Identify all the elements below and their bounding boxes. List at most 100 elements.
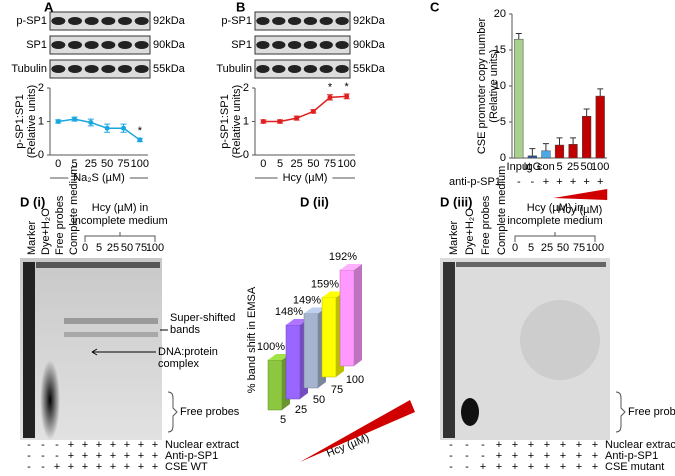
- treatment-sign: +: [152, 461, 158, 473]
- dose-label: 75: [135, 242, 147, 254]
- lane-label: Complete medium: [68, 166, 80, 255]
- row-sign: +: [583, 176, 589, 188]
- blot-strip: [49, 11, 151, 31]
- dose-label: 50: [557, 242, 569, 254]
- treatment-sign: +: [592, 461, 598, 473]
- y-axis-label: % band shift in EMSA: [246, 286, 258, 393]
- dose-label: 75: [573, 242, 585, 254]
- blot-band: [68, 65, 82, 73]
- bar-top: [304, 307, 326, 314]
- error-bar: [529, 148, 536, 156]
- treatment-sign: -: [449, 450, 453, 462]
- gel-image-i: [20, 258, 162, 440]
- lane-label: Dye+H₂O: [464, 208, 476, 255]
- x-axis-label: Na₂S (µM): [73, 172, 125, 184]
- error-bar: [542, 143, 549, 151]
- blot-band: [287, 41, 302, 49]
- x-tick-label: 75: [117, 158, 129, 170]
- blot-strip: [49, 35, 151, 55]
- x-tick-label: 75: [331, 384, 343, 396]
- x-tick-label: 5: [556, 161, 562, 173]
- significance: *: [345, 81, 350, 93]
- blot-band: [272, 65, 286, 73]
- blot-size: 92kDa: [153, 15, 186, 27]
- panel-letter: D (iii): [440, 194, 473, 209]
- data-point: [55, 119, 61, 124]
- x-tick-label: 5: [280, 414, 286, 426]
- x-tick-label: 100: [591, 161, 609, 173]
- annotation: Free probes: [180, 406, 240, 418]
- annotation: bands: [170, 324, 200, 336]
- bar-front: [303, 313, 319, 389]
- blot-band: [335, 17, 349, 25]
- blot-band: [319, 17, 333, 25]
- bar: [541, 150, 551, 159]
- y-tick-label: 1: [38, 115, 44, 127]
- blot-band: [118, 41, 132, 49]
- blot-band: [256, 41, 270, 49]
- data-point: [104, 125, 110, 131]
- treatment-sign: +: [560, 439, 566, 451]
- blot-size: 90kDa: [353, 39, 386, 51]
- treatment-sign: +: [576, 450, 582, 462]
- treatment-sign: -: [27, 450, 31, 462]
- lane-label: Complete medium: [496, 166, 508, 255]
- panel-letter: B: [236, 0, 245, 14]
- treatment-sign: +: [110, 450, 116, 462]
- blot-band: [51, 41, 66, 49]
- x-tick-label: 50: [307, 158, 319, 170]
- y-tick-label: 0: [500, 152, 506, 164]
- blot-band: [256, 65, 270, 73]
- treatment-sign: +: [512, 450, 518, 462]
- dose-title: incomplete medium: [507, 215, 602, 227]
- treatment-sign: +: [560, 450, 566, 462]
- x-tick-label: 50: [581, 161, 593, 173]
- treatment-sign: +: [528, 461, 534, 473]
- data-point: [344, 93, 350, 99]
- bar: [568, 144, 578, 159]
- treatment-label: Anti-p-SP1: [165, 450, 218, 462]
- blot-band: [272, 41, 286, 49]
- treatment-sign: -: [449, 461, 453, 473]
- x-tick-label: 0: [55, 158, 61, 170]
- value-label: 149%: [293, 294, 321, 306]
- blot-strip: [254, 35, 351, 55]
- treatment-sign: +: [124, 461, 130, 473]
- blot-label: p-SP1: [16, 15, 47, 27]
- blot-band: [272, 17, 286, 25]
- row-label: anti-p-SP1:: [449, 176, 504, 188]
- blot-band: [335, 65, 349, 73]
- treatment-sign: +: [138, 450, 144, 462]
- blot-band: [134, 41, 149, 49]
- treatment-sign: +: [152, 450, 158, 462]
- treatment-label: Nuclear extract: [605, 439, 675, 451]
- value-label: 100%: [257, 341, 285, 353]
- x-tick-label: 75: [324, 158, 336, 170]
- treatment-sign: -: [465, 461, 469, 473]
- treatment-sign: -: [465, 450, 469, 462]
- treatment-sign: +: [54, 461, 60, 473]
- y-tick-label: 20: [494, 8, 506, 20]
- y-tick-label: 2: [243, 82, 249, 94]
- blot-band: [51, 17, 66, 25]
- significance: *: [328, 82, 333, 94]
- blot-band: [101, 17, 116, 25]
- lane-label: Dye+H₂O: [40, 208, 52, 255]
- data-line: [58, 118, 141, 141]
- dose-wedge: [553, 189, 608, 200]
- bar: [514, 38, 524, 159]
- x-tick-label: 50: [313, 394, 325, 406]
- blot-band: [51, 65, 66, 73]
- blot-label: Tubulin: [216, 63, 252, 75]
- treatment-sign: +: [68, 461, 74, 473]
- lane-label: Free probes: [480, 195, 492, 255]
- treatment-sign: +: [68, 439, 74, 451]
- bar-top: [340, 264, 362, 270]
- annotation: DNA:protein: [158, 346, 218, 358]
- treatment-sign: +: [124, 439, 130, 451]
- blot-size: 55kDa: [353, 63, 386, 75]
- treatment-sign: +: [544, 450, 550, 462]
- treatment-sign: +: [560, 461, 566, 473]
- treatment-sign: -: [55, 439, 59, 451]
